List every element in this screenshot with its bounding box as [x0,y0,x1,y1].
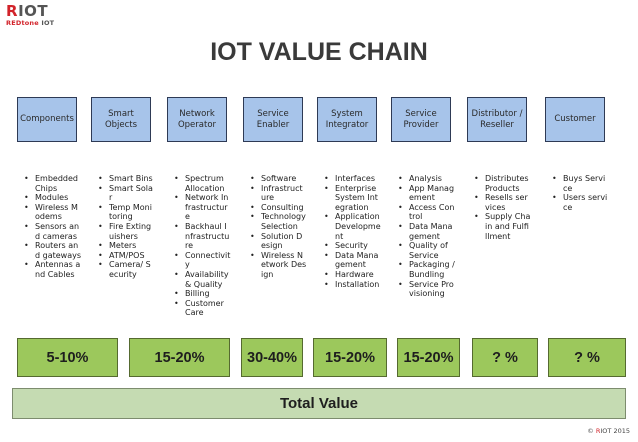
value-share-box: 15-20% [313,338,387,377]
stage-bullet-list: Embedded ChipsModulesWireless ModemsSens… [21,174,81,280]
stage-smart-objects: Smart Objects [91,97,151,142]
stage-bullet-list: Spectrum AllocationNetwork Infrastructur… [171,174,231,318]
stage-components: Components [17,97,77,142]
bullet-item: Data Management [395,222,455,241]
value-share-box: ? % [472,338,538,377]
value-share-box: 15-20% [129,338,230,377]
bullet-item: Buys Service [549,174,609,193]
bullet-item: Camera/ Security [95,260,155,279]
bullet-item: Supply Chain and Fulfillment [471,212,531,241]
bullet-item: Temp Monitoring [95,203,155,222]
bullet-item: Modules [21,193,81,203]
bullet-item: Hardware [321,270,381,280]
stage-bullet-list: Smart BinsSmart SolarTemp MonitoringFire… [95,174,155,280]
bullet-item: Technology Selection [247,212,307,231]
bullet-item: Sensors and cameras [21,222,81,241]
bullet-item: Smart Bins [95,174,155,184]
copyright: © RIOT 2015 [587,427,630,435]
stage-service-provider: Service Provider [391,97,451,142]
bullet-item: Solution Design [247,232,307,251]
value-share-box: ? % [548,338,626,377]
bullet-item: Analysis [395,174,455,184]
stage-bullet-list: Buys ServiceUsers service [549,174,609,212]
stage-network-operator: Network Operator [167,97,227,142]
bullet-item: Consulting [247,203,307,213]
stage-bullet-list: InterfacesEnterprise System IntegrationA… [321,174,381,289]
bullet-item: Customer Care [171,299,231,318]
bullet-item: Distributes Products [471,174,531,193]
bullet-item: Connectivity [171,251,231,270]
bullet-item: Antennas and Cables [21,260,81,279]
riot-logo: RIOT REDtone IOT [6,2,66,28]
bullet-item: Quality of Service [395,241,455,260]
bullet-item: Resells services [471,193,531,212]
bullet-item: Software [247,174,307,184]
bullet-item: Meters [95,241,155,251]
stage-bullet-list: SoftwareInfrastructureConsultingTechnolo… [247,174,307,280]
value-share-box: 30-40% [241,338,303,377]
bullet-item: Application Development [321,212,381,241]
stage-customer: Customer [545,97,605,142]
bullet-item: Infrastructure [247,184,307,203]
bullet-item: Billing [171,289,231,299]
logo-wordmark: RIOT [6,2,49,20]
value-share-box: 15-20% [397,338,460,377]
bullet-item: Data Management [321,251,381,270]
page-title: IOT VALUE CHAIN [210,38,428,66]
bullet-item: Security [321,241,381,251]
bullet-item: Enterprise System Integration [321,184,381,213]
stage-service-enabler: Service Enabler [243,97,303,142]
bullet-item: Backhaul Infrastructure [171,222,231,251]
bullet-item: Wireless Network Design [247,251,307,280]
bullet-item: Access Control [395,203,455,222]
stage-bullet-list: AnalysisApp ManagementAccess ControlData… [395,174,455,299]
bullet-item: Embedded Chips [21,174,81,193]
total-value-bar: Total Value [12,388,626,419]
bullet-item: Interfaces [321,174,381,184]
bullet-item: Smart Solar [95,184,155,203]
stage-system-integrator: System Integrator [317,97,377,142]
bullet-item: Routers and gateways [21,241,81,260]
bullet-item: Fire Extinguishers [95,222,155,241]
bullet-item: App Management [395,184,455,203]
bullet-item: Wireless Modems [21,203,81,222]
stage-distributor-reseller: Distributor / Reseller [467,97,527,142]
bullet-item: Spectrum Allocation [171,174,231,193]
value-share-box: 5-10% [17,338,118,377]
bullet-item: Network Infrastructure [171,193,231,222]
bullet-item: Service Provisioning [395,280,455,299]
bullet-item: Installation [321,280,381,290]
logo-subtitle: REDtone IOT [6,19,55,27]
bullet-item: Users service [549,193,609,212]
bullet-item: Packaging / Bundling [395,260,455,279]
bullet-item: Availability & Quality [171,270,231,289]
bullet-item: ATM/POS [95,251,155,261]
stage-bullet-list: Distributes ProductsResells servicesSupp… [471,174,531,241]
